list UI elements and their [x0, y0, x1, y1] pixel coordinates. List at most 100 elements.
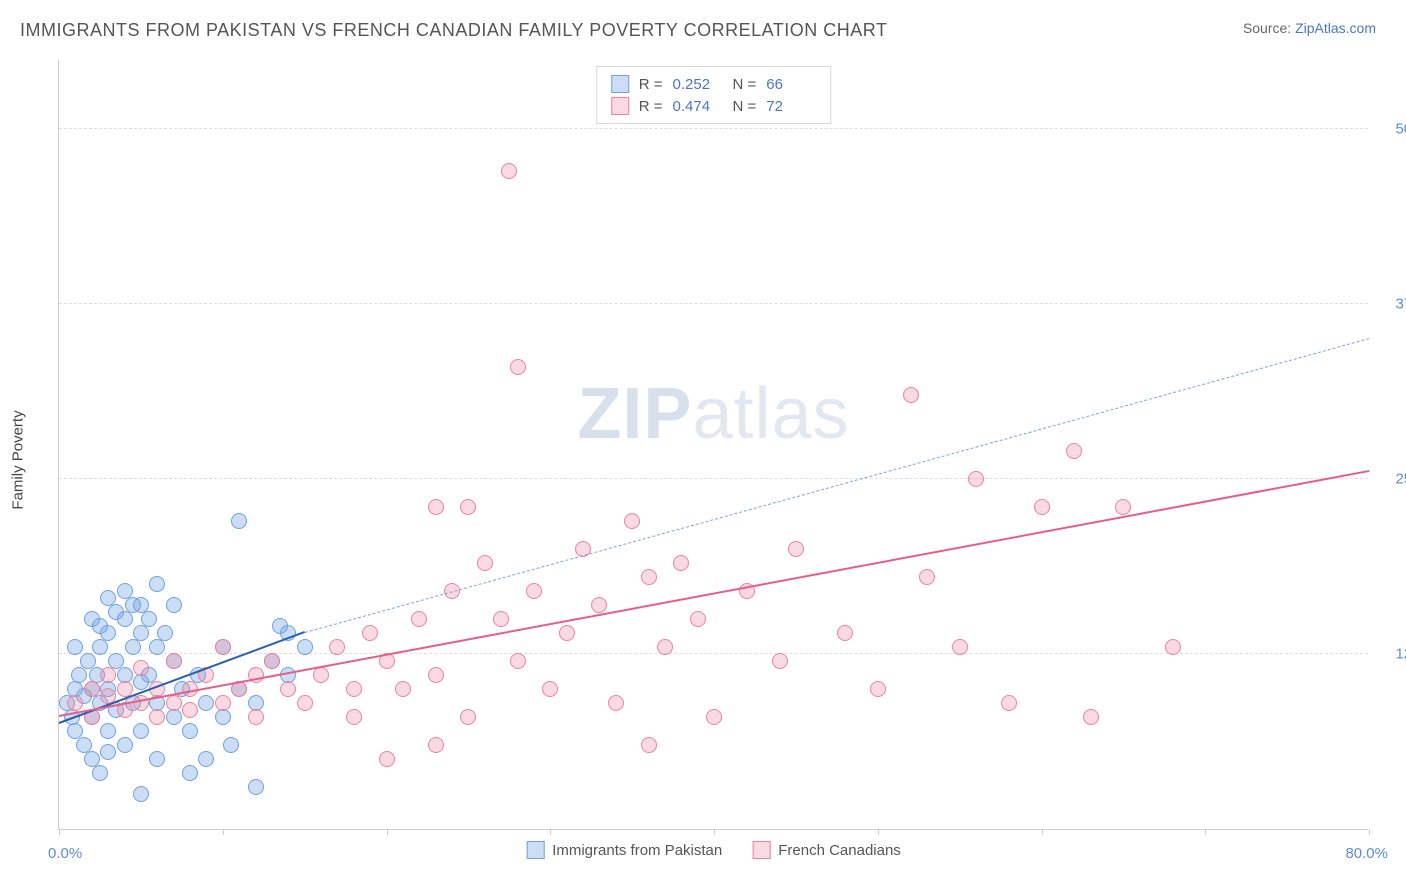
y-tick-label: 37.5%	[1378, 296, 1406, 313]
data-point-french	[1034, 499, 1050, 515]
data-point-french	[264, 653, 280, 669]
data-point-french	[591, 597, 607, 613]
data-point-french	[166, 695, 182, 711]
x-origin-label: 0.0%	[48, 845, 82, 862]
data-point-pakistan	[231, 513, 247, 529]
data-point-french	[411, 611, 427, 627]
correlation-row-pakistan: R = 0.252 N = 66	[611, 73, 817, 95]
x-tick	[223, 829, 224, 835]
gridline-h	[59, 128, 1368, 129]
data-point-french	[297, 695, 313, 711]
x-tick	[714, 829, 715, 835]
y-tick-label: 50.0%	[1378, 121, 1406, 138]
data-point-pakistan	[198, 751, 214, 767]
x-max-label: 80.0%	[1345, 845, 1388, 862]
data-point-pakistan	[166, 597, 182, 613]
data-point-french	[395, 681, 411, 697]
data-point-french	[641, 737, 657, 753]
data-point-french	[772, 653, 788, 669]
swatch-pakistan	[611, 75, 629, 93]
data-point-french	[67, 695, 83, 711]
data-point-french	[870, 681, 886, 697]
legend-label-pakistan: Immigrants from Pakistan	[552, 842, 722, 859]
data-point-french	[501, 163, 517, 179]
data-point-pakistan	[166, 709, 182, 725]
source-attribution: Source: ZipAtlas.com	[1243, 20, 1376, 36]
x-tick	[550, 829, 551, 835]
y-tick-label: 12.5%	[1378, 646, 1406, 663]
data-point-french	[624, 513, 640, 529]
data-point-pakistan	[223, 737, 239, 753]
data-point-french	[641, 569, 657, 585]
data-point-french	[608, 695, 624, 711]
data-point-pakistan	[117, 583, 133, 599]
data-point-french	[690, 611, 706, 627]
data-point-french	[428, 737, 444, 753]
data-point-french	[1066, 443, 1082, 459]
chart-container: Family Poverty ZIPatlas R = 0.252 N = 66…	[48, 60, 1378, 860]
data-point-pakistan	[100, 744, 116, 760]
n-value-pakistan: 66	[766, 76, 816, 93]
data-point-french	[1165, 639, 1181, 655]
data-point-french	[837, 625, 853, 641]
n-value-french: 72	[766, 98, 816, 115]
source-prefix: Source:	[1243, 20, 1295, 36]
data-point-pakistan	[297, 639, 313, 655]
x-tick	[878, 829, 879, 835]
data-point-pakistan	[117, 611, 133, 627]
data-point-french	[133, 660, 149, 676]
data-point-french	[493, 611, 509, 627]
chart-title: IMMIGRANTS FROM PAKISTAN VS FRENCH CANAD…	[20, 20, 887, 41]
data-point-french	[428, 667, 444, 683]
data-point-french	[952, 639, 968, 655]
data-point-french	[362, 625, 378, 641]
data-point-pakistan	[133, 597, 149, 613]
data-point-french	[166, 653, 182, 669]
n-label-pakistan: N =	[733, 76, 757, 93]
gridline-h	[59, 478, 1368, 479]
x-tick	[1369, 829, 1370, 835]
legend-label-french: French Canadians	[778, 842, 901, 859]
data-point-french	[1001, 695, 1017, 711]
data-point-french	[919, 569, 935, 585]
trend-line	[304, 338, 1369, 633]
data-point-french	[133, 695, 149, 711]
data-point-pakistan	[125, 639, 141, 655]
data-point-french	[248, 709, 264, 725]
data-point-pakistan	[149, 576, 165, 592]
data-point-french	[428, 499, 444, 515]
data-point-french	[379, 751, 395, 767]
watermark-part2: atlas	[692, 374, 849, 454]
watermark: ZIPatlas	[577, 373, 849, 455]
legend-swatch-pakistan	[526, 841, 544, 859]
data-point-pakistan	[157, 625, 173, 641]
data-point-french	[657, 639, 673, 655]
data-point-french	[280, 681, 296, 697]
data-point-french	[477, 555, 493, 571]
watermark-part1: ZIP	[577, 374, 692, 454]
data-point-french	[526, 583, 542, 599]
data-point-french	[346, 681, 362, 697]
legend-swatch-french	[752, 841, 770, 859]
r-value-pakistan: 0.252	[673, 76, 723, 93]
data-point-pakistan	[133, 625, 149, 641]
r-value-french: 0.474	[673, 98, 723, 115]
r-label-pakistan: R =	[639, 76, 663, 93]
x-tick	[1042, 829, 1043, 835]
data-point-pakistan	[149, 639, 165, 655]
data-point-french	[788, 541, 804, 557]
data-point-pakistan	[133, 786, 149, 802]
plot-area: ZIPatlas R = 0.252 N = 66 R = 0.474 N = …	[58, 60, 1368, 830]
source-link[interactable]: ZipAtlas.com	[1295, 20, 1376, 36]
data-point-pakistan	[182, 723, 198, 739]
x-tick	[59, 829, 60, 835]
data-point-pakistan	[100, 723, 116, 739]
data-point-french	[313, 667, 329, 683]
data-point-french	[215, 695, 231, 711]
data-point-french	[510, 653, 526, 669]
data-point-pakistan	[92, 765, 108, 781]
y-axis-title: Family Poverty	[10, 410, 27, 509]
data-point-pakistan	[149, 751, 165, 767]
data-point-french	[346, 709, 362, 725]
data-point-pakistan	[117, 737, 133, 753]
